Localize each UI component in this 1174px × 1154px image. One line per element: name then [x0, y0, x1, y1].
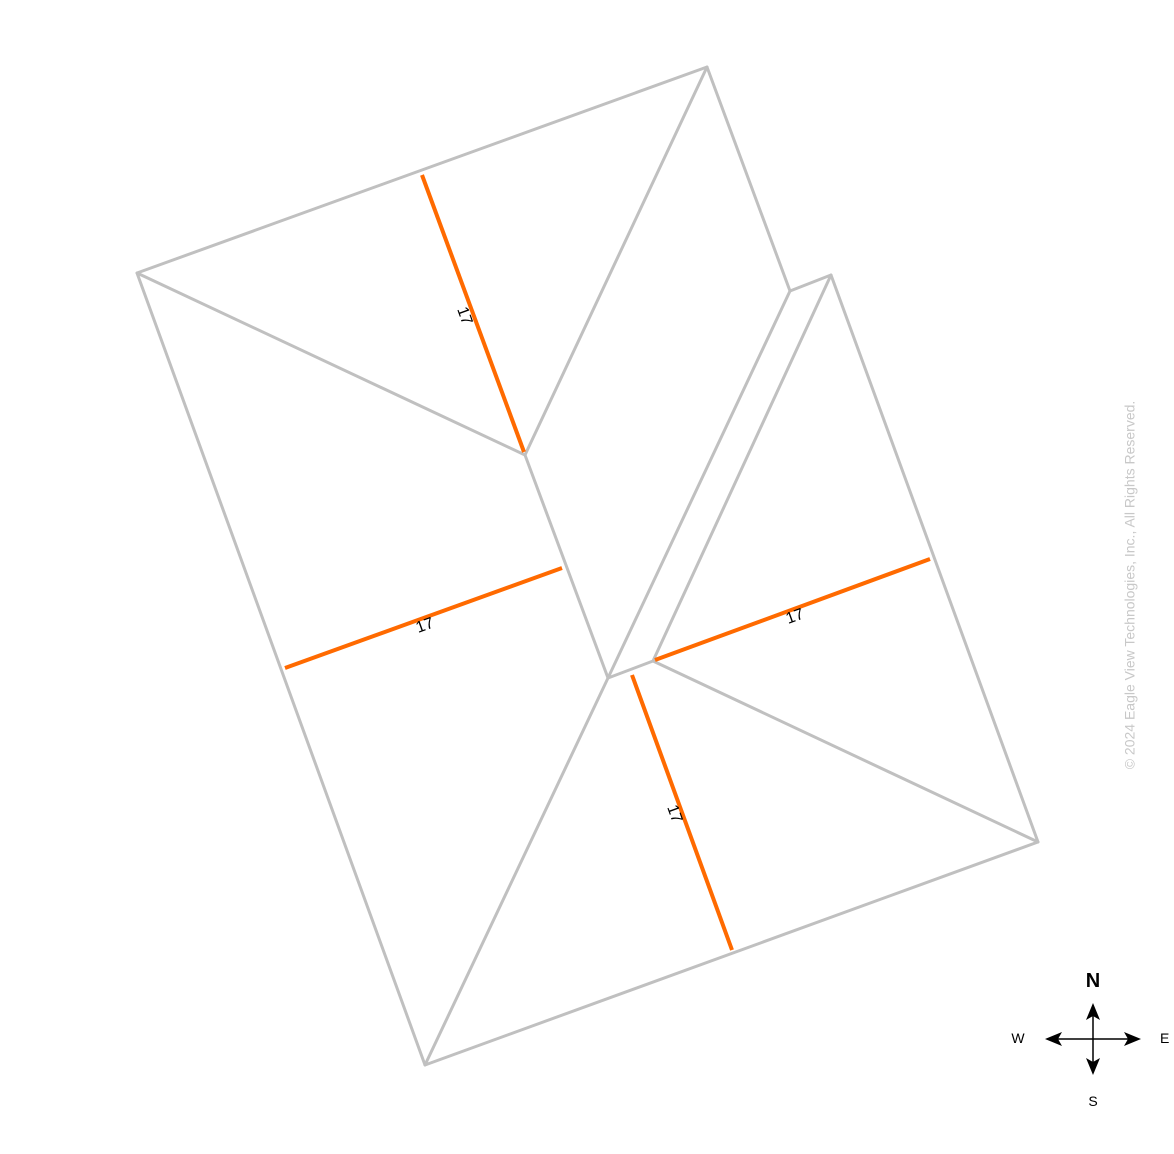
south-arrow-icon [1086, 1058, 1100, 1075]
compass: N S W E [1011, 970, 1169, 1109]
measure-line-right [654, 557, 931, 662]
west-arrow-icon [1045, 1032, 1062, 1046]
measure-line-bottom [630, 674, 734, 951]
ridge-line-outer [651, 273, 833, 663]
ridge-line-inner [606, 289, 792, 680]
measure-line-left [284, 566, 563, 670]
measure-line-top [420, 174, 526, 453]
hip-line-left [135, 271, 527, 457]
east-arrow-icon [1124, 1032, 1141, 1046]
measure-label-bottom: 17 [663, 803, 685, 826]
hip-line-bottom [423, 676, 610, 1067]
roof-edges [135, 65, 1040, 1067]
roof-outline-left [135, 65, 1040, 1067]
measure-label-top: 17 [453, 305, 475, 328]
measure-label-right: 17 [784, 606, 807, 628]
valley-line-center [523, 453, 610, 680]
compass-north-label: N [1086, 970, 1100, 992]
measurement-lines [284, 174, 931, 951]
compass-south-label: S [1088, 1093, 1097, 1109]
compass-west-label: W [1011, 1030, 1025, 1046]
hip-line-top [523, 65, 709, 457]
compass-east-label: E [1160, 1030, 1169, 1046]
copyright-text: © 2024 Eagle View Technologies, Inc., Al… [1122, 401, 1138, 770]
measurement-labels: 17 17 17 17 [414, 305, 807, 826]
north-arrow-icon [1086, 1003, 1100, 1020]
ridge-cap [606, 659, 655, 680]
hip-line-right [651, 659, 1040, 844]
measure-label-left: 17 [414, 615, 437, 637]
